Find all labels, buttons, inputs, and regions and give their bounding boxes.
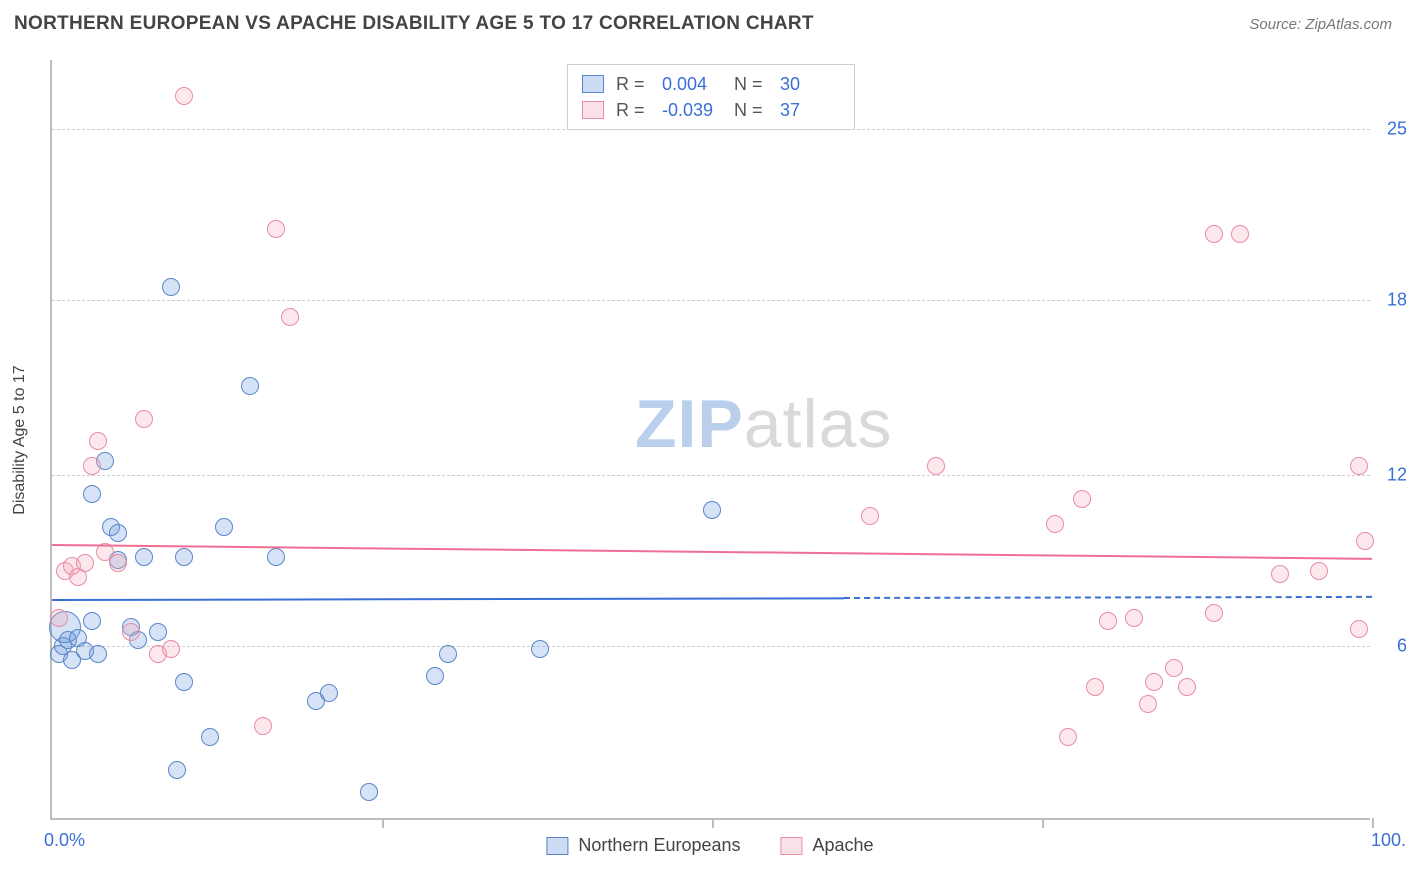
scatter-point bbox=[1205, 225, 1223, 243]
legend-r-label: R = bbox=[616, 97, 650, 123]
scatter-point bbox=[50, 609, 68, 627]
scatter-point bbox=[1310, 562, 1328, 580]
watermark-zip: ZIP bbox=[635, 386, 744, 462]
scatter-point bbox=[109, 524, 127, 542]
scatter-point bbox=[1350, 620, 1368, 638]
scatter-point bbox=[76, 554, 94, 572]
scatter-point bbox=[1231, 225, 1249, 243]
scatter-point bbox=[1073, 490, 1091, 508]
legend-stats: R = 0.004 N = 30 R = -0.039 N = 37 bbox=[567, 64, 855, 130]
scatter-point bbox=[1205, 604, 1223, 622]
x-tick bbox=[382, 818, 384, 828]
scatter-point bbox=[168, 761, 186, 779]
legend-series-item: Apache bbox=[781, 835, 874, 856]
scatter-point bbox=[83, 485, 101, 503]
legend-r-label: R = bbox=[616, 71, 650, 97]
watermark: ZIPatlas bbox=[635, 385, 892, 463]
scatter-point bbox=[267, 220, 285, 238]
scatter-point bbox=[1356, 532, 1374, 550]
plot-area: ZIPatlas R =0.004N =30R =-0.039N =37 6.3… bbox=[50, 60, 1370, 820]
scatter-point bbox=[1125, 609, 1143, 627]
chart-title: NORTHERN EUROPEAN VS APACHE DISABILITY A… bbox=[14, 13, 814, 35]
scatter-point bbox=[215, 518, 233, 536]
gridline-h bbox=[52, 646, 1370, 647]
legend-n-value: 37 bbox=[780, 97, 840, 123]
scatter-point bbox=[1086, 678, 1104, 696]
scatter-point bbox=[135, 548, 153, 566]
x-tick bbox=[1042, 818, 1044, 828]
legend-stats-row: R = 0.004 N = 30 bbox=[582, 71, 840, 97]
scatter-point bbox=[861, 507, 879, 525]
scatter-point bbox=[281, 308, 299, 326]
legend-swatch bbox=[582, 75, 604, 93]
gridline-h bbox=[52, 475, 1370, 476]
trend-line bbox=[52, 597, 844, 601]
x-axis-min-label: 0.0% bbox=[44, 830, 85, 851]
scatter-point bbox=[1350, 457, 1368, 475]
scatter-point bbox=[135, 410, 153, 428]
legend-series-label: Apache bbox=[813, 835, 874, 856]
legend-series-label: Northern Europeans bbox=[578, 835, 740, 856]
scatter-point bbox=[175, 673, 193, 691]
y-axis-title: Disability Age 5 to 17 bbox=[11, 365, 29, 514]
legend-swatch bbox=[582, 101, 604, 119]
y-tick-label: 25.0% bbox=[1387, 119, 1406, 140]
scatter-point bbox=[122, 623, 140, 641]
legend-n-value: 30 bbox=[780, 71, 840, 97]
scatter-point bbox=[201, 728, 219, 746]
scatter-point bbox=[162, 278, 180, 296]
scatter-point bbox=[89, 432, 107, 450]
scatter-point bbox=[1271, 565, 1289, 583]
legend-n-label: N = bbox=[734, 71, 768, 97]
watermark-atlas: atlas bbox=[744, 386, 893, 462]
scatter-point bbox=[241, 377, 259, 395]
x-axis-max-label: 100.0% bbox=[1371, 830, 1406, 851]
scatter-point bbox=[89, 645, 107, 663]
source-prefix: Source: bbox=[1249, 16, 1305, 33]
y-tick-label: 18.8% bbox=[1387, 290, 1406, 311]
scatter-point bbox=[83, 612, 101, 630]
legend-n-label: N = bbox=[734, 97, 768, 123]
scatter-point bbox=[83, 457, 101, 475]
scatter-point bbox=[1178, 678, 1196, 696]
scatter-point bbox=[175, 548, 193, 566]
scatter-point bbox=[1139, 695, 1157, 713]
scatter-point bbox=[267, 548, 285, 566]
scatter-point bbox=[927, 457, 945, 475]
scatter-point bbox=[531, 640, 549, 658]
scatter-point bbox=[162, 640, 180, 658]
x-tick bbox=[712, 818, 714, 828]
scatter-point bbox=[426, 667, 444, 685]
scatter-point bbox=[1165, 659, 1183, 677]
plot-container: ZIPatlas R =0.004N =30R =-0.039N =37 6.3… bbox=[50, 60, 1370, 820]
gridline-h bbox=[52, 300, 1370, 301]
source-name: ZipAtlas.com bbox=[1305, 16, 1392, 33]
x-tick bbox=[1372, 818, 1374, 828]
trend-line-dashed bbox=[844, 596, 1372, 599]
legend-swatch bbox=[546, 837, 568, 855]
legend-r-value: -0.039 bbox=[662, 97, 722, 123]
chart-header: NORTHERN EUROPEAN VS APACHE DISABILITY A… bbox=[0, 0, 1406, 48]
scatter-point bbox=[149, 623, 167, 641]
scatter-point bbox=[320, 684, 338, 702]
legend-r-value: 0.004 bbox=[662, 71, 722, 97]
legend-series-item: Northern Europeans bbox=[546, 835, 740, 856]
y-tick-label: 12.5% bbox=[1387, 464, 1406, 485]
scatter-point bbox=[1046, 515, 1064, 533]
legend-series: Northern Europeans Apache bbox=[546, 835, 873, 856]
scatter-point bbox=[1145, 673, 1163, 691]
trend-line bbox=[52, 544, 1372, 560]
scatter-point bbox=[439, 645, 457, 663]
legend-stats-row: R = -0.039 N = 37 bbox=[582, 97, 840, 123]
scatter-point bbox=[109, 554, 127, 572]
scatter-point bbox=[360, 783, 378, 801]
scatter-point bbox=[254, 717, 272, 735]
scatter-point bbox=[175, 87, 193, 105]
chart-source: Source: ZipAtlas.com bbox=[1249, 16, 1392, 33]
scatter-point bbox=[1059, 728, 1077, 746]
scatter-point bbox=[703, 501, 721, 519]
legend-swatch bbox=[781, 837, 803, 855]
scatter-point bbox=[1099, 612, 1117, 630]
y-tick-label: 6.3% bbox=[1397, 635, 1406, 656]
